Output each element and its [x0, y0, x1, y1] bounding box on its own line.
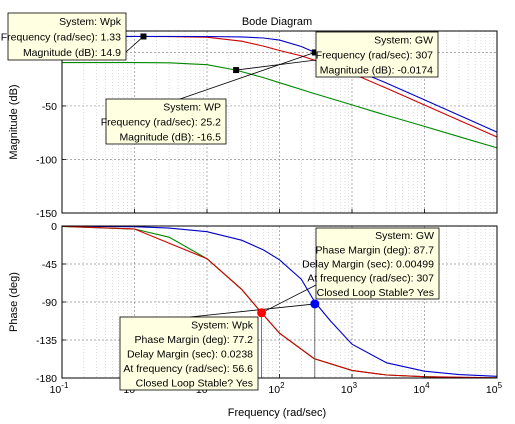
y-tick-label: 0	[51, 221, 57, 233]
y-tick-label: -100	[36, 154, 57, 166]
datatip-text: System: GW	[375, 230, 434, 242]
datatip-box	[105, 98, 227, 145]
x-axis-label: Frequency (rad/sec)	[228, 407, 326, 419]
datatip-text: At frequency (rad/sec): 307	[307, 273, 434, 285]
datatip-text: Phase Margin (deg): 87.7	[316, 244, 435, 256]
y-axis-label: Magnitude (dB)	[8, 84, 20, 159]
datatip-text: Phase Margin (deg): 77.2	[135, 334, 254, 346]
margin-marker-point	[310, 299, 320, 309]
datatip: System: Wpk Phase Margin (deg): 77.2 Delay…	[119, 316, 259, 391]
y-tick-label: -90	[42, 297, 57, 309]
datatip-box	[7, 12, 127, 61]
y-axis-label: Phase (deg)	[8, 272, 20, 332]
datatip-leader	[189, 303, 315, 318]
y-tick-label: -45	[42, 259, 57, 271]
datatip-box	[315, 31, 439, 78]
datatip-marker-point	[140, 33, 147, 40]
datatip-text: Frequency (rad/sec): 307	[316, 50, 433, 62]
series-line-1	[61, 225, 498, 377]
datatip-text: Magnitude (dB): 14.9	[23, 47, 121, 59]
datatip-text: Delay Margin (sec): 0.00499	[302, 259, 434, 271]
datatip: System: Wpk Frequency (rad/sec): 1.33 Magn…	[1, 12, 127, 61]
datatip-box	[119, 316, 259, 391]
datatip-box	[315, 227, 440, 300]
series-line-3	[62, 62, 498, 149]
figure-title: Bode Diagram	[242, 16, 312, 28]
datatip: System: GW Frequency (rad/sec): 307 Magnit…	[315, 31, 439, 78]
datatip-text: Delay Margin (sec): 0.0238	[127, 349, 253, 361]
y-tick-label: -150	[36, 208, 57, 220]
y-tick-label: -50	[42, 101, 57, 113]
x-tick-label: 103	[341, 381, 358, 396]
datatip-text: System: WP	[163, 102, 221, 114]
x-tick-label: 102	[268, 381, 285, 396]
datatip-text: Magnitude (dB): -0.0174	[320, 65, 433, 77]
datatip-text: Closed Loop Stable? Yes	[136, 378, 253, 390]
series-line-3	[61, 225, 498, 379]
x-tick-label: 104	[413, 381, 430, 396]
datatip-marker-point	[233, 67, 240, 74]
x-tick-label: 10-1	[50, 381, 69, 396]
datatip-text: System: Wpk	[191, 319, 254, 331]
margin-marker-point	[257, 308, 267, 318]
datatip-leader	[236, 59, 317, 71]
datatip: System: WP Frequency (rad/sec): 25.2 Magni…	[101, 98, 227, 145]
datatip-text: Frequency (rad/sec): 1.33	[1, 32, 121, 44]
datatip: System: GW Phase Margin (deg): 87.7 Delay …	[302, 227, 440, 300]
datatip-text: Frequency (rad/sec): 25.2	[101, 117, 221, 129]
panel-phase: 0-45-90-135-18010-1100101102103104105Pha…	[8, 221, 503, 396]
y-tick-label: -180	[36, 373, 57, 385]
datatip-text: Magnitude (dB): -16.5	[119, 132, 221, 144]
x-tick-label: 105	[486, 381, 503, 396]
datatip-text: Closed Loop Stable? Yes	[317, 287, 434, 299]
datatip-text: At frequency (rad/sec): 56.6	[123, 363, 253, 375]
datatip-text: System: Wpk	[59, 16, 122, 28]
datatip-marker-point	[311, 49, 318, 56]
datatip-leader	[179, 52, 315, 100]
series-line-2	[62, 35, 498, 133]
y-tick-label: -135	[36, 335, 57, 347]
datatip-text: System: GW	[374, 35, 433, 47]
bode-panels: 0 -50 -100 -150 Magnitude (dB) System: Wpk Fre…	[1, 12, 503, 396]
